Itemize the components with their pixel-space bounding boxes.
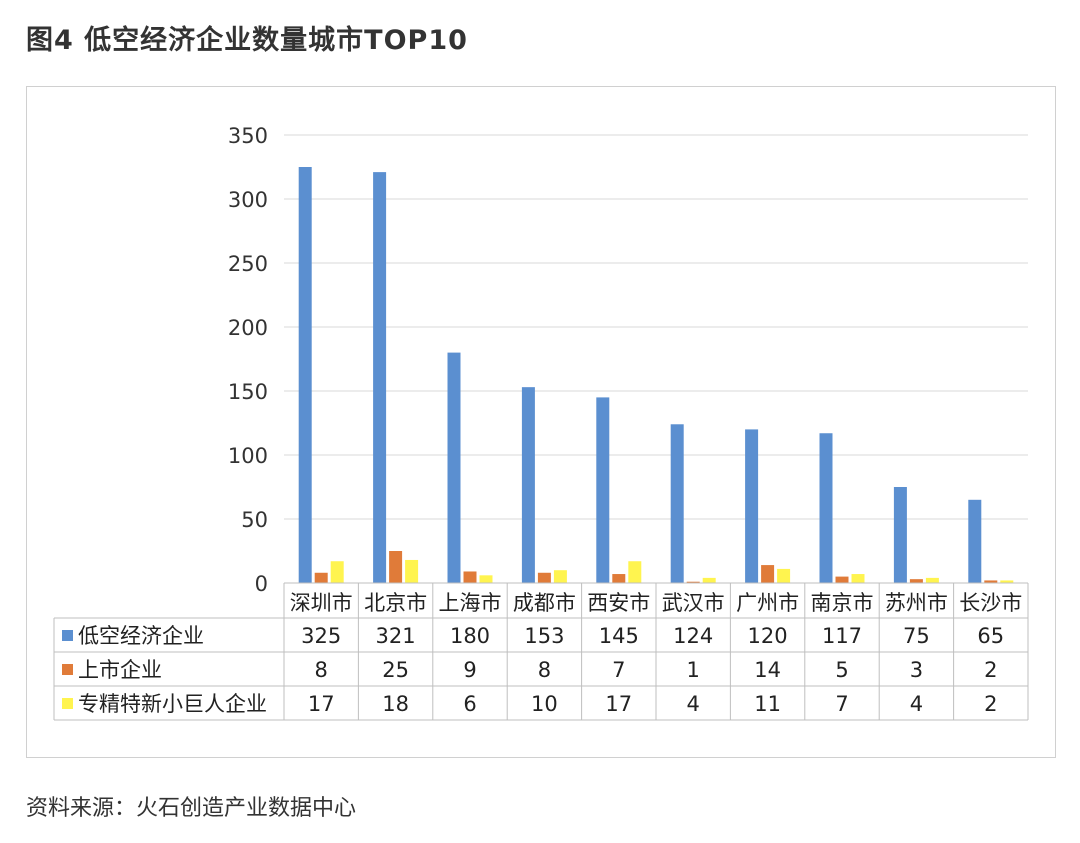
data-label: 1	[687, 658, 700, 682]
x-tick-label: 上海市	[439, 591, 502, 615]
data-label: 5	[835, 658, 848, 682]
chart-frame	[26, 86, 1056, 758]
data-label: 7	[835, 692, 848, 716]
bar	[463, 571, 477, 583]
y-tick-label: 300	[228, 188, 268, 212]
data-label: 4	[687, 692, 700, 716]
bar	[447, 352, 461, 583]
bar	[968, 499, 982, 583]
legend-label: 上市企业	[78, 658, 162, 682]
bar	[405, 559, 419, 583]
data-label: 18	[382, 692, 409, 716]
x-tick-label: 广州市	[736, 591, 799, 615]
bar	[298, 167, 312, 583]
source-note: 资料来源：火石创造产业数据中心	[26, 796, 357, 821]
bar	[373, 172, 387, 583]
bar	[553, 570, 567, 583]
y-tick-label: 250	[228, 252, 268, 276]
bar	[389, 551, 403, 583]
bar	[596, 397, 610, 583]
data-label: 6	[463, 692, 476, 716]
data-label: 4	[910, 692, 923, 716]
data-label: 17	[308, 692, 335, 716]
bar	[702, 577, 716, 583]
data-label: 120	[748, 624, 788, 648]
data-label: 25	[382, 658, 409, 682]
data-label: 75	[903, 624, 930, 648]
data-label: 65	[977, 624, 1004, 648]
bar	[909, 579, 923, 583]
bar	[745, 429, 759, 583]
bar	[925, 577, 939, 583]
bar	[521, 387, 535, 583]
legend-swatch	[62, 698, 73, 709]
y-tick-label: 100	[228, 444, 268, 468]
bar	[628, 561, 642, 583]
data-label: 11	[754, 692, 781, 716]
x-tick-label: 长沙市	[959, 591, 1022, 615]
x-tick-label: 北京市	[364, 591, 427, 615]
data-label: 153	[524, 624, 564, 648]
data-label: 14	[754, 658, 781, 682]
data-label: 7	[612, 658, 625, 682]
bar	[761, 565, 775, 583]
legend-label: 专精特新小巨人企业	[78, 692, 267, 716]
y-tick-label: 150	[228, 380, 268, 404]
data-label: 3	[910, 658, 923, 682]
data-label: 17	[605, 692, 632, 716]
bar	[1000, 580, 1014, 583]
x-tick-label: 苏州市	[885, 591, 948, 615]
figure-title: 图4 低空经济企业数量城市TOP10	[26, 25, 468, 56]
legend-swatch	[62, 664, 73, 675]
bar	[612, 574, 626, 583]
x-tick-label: 武汉市	[662, 591, 725, 615]
legend-swatch	[62, 630, 73, 641]
bar	[984, 580, 998, 583]
bar	[819, 433, 833, 583]
data-label: 8	[538, 658, 551, 682]
bar	[670, 424, 684, 583]
data-label: 8	[315, 658, 328, 682]
bar	[851, 574, 865, 583]
data-label: 117	[822, 624, 862, 648]
data-label: 10	[531, 692, 558, 716]
x-tick-label: 西安市	[587, 591, 650, 615]
y-tick-label: 350	[228, 124, 268, 148]
bar	[537, 572, 551, 583]
y-tick-label: 50	[241, 508, 268, 532]
data-label: 145	[599, 624, 639, 648]
y-tick-label: 200	[228, 316, 268, 340]
data-label: 124	[673, 624, 713, 648]
x-tick-label: 成都市	[513, 591, 576, 615]
bar	[893, 487, 907, 583]
x-tick-label: 南京市	[811, 591, 874, 615]
bar	[777, 568, 791, 583]
data-label: 2	[984, 692, 997, 716]
legend-label: 低空经济企业	[78, 624, 204, 648]
bar	[835, 576, 849, 583]
y-tick-label: 0	[255, 572, 268, 596]
data-label: 321	[376, 624, 416, 648]
x-tick-label: 深圳市	[290, 591, 353, 615]
bar	[330, 561, 344, 583]
data-label: 325	[301, 624, 341, 648]
data-label: 9	[463, 658, 476, 682]
bar	[686, 581, 700, 583]
bar	[479, 575, 493, 583]
bar	[314, 572, 328, 583]
data-label: 2	[984, 658, 997, 682]
data-label: 180	[450, 624, 490, 648]
